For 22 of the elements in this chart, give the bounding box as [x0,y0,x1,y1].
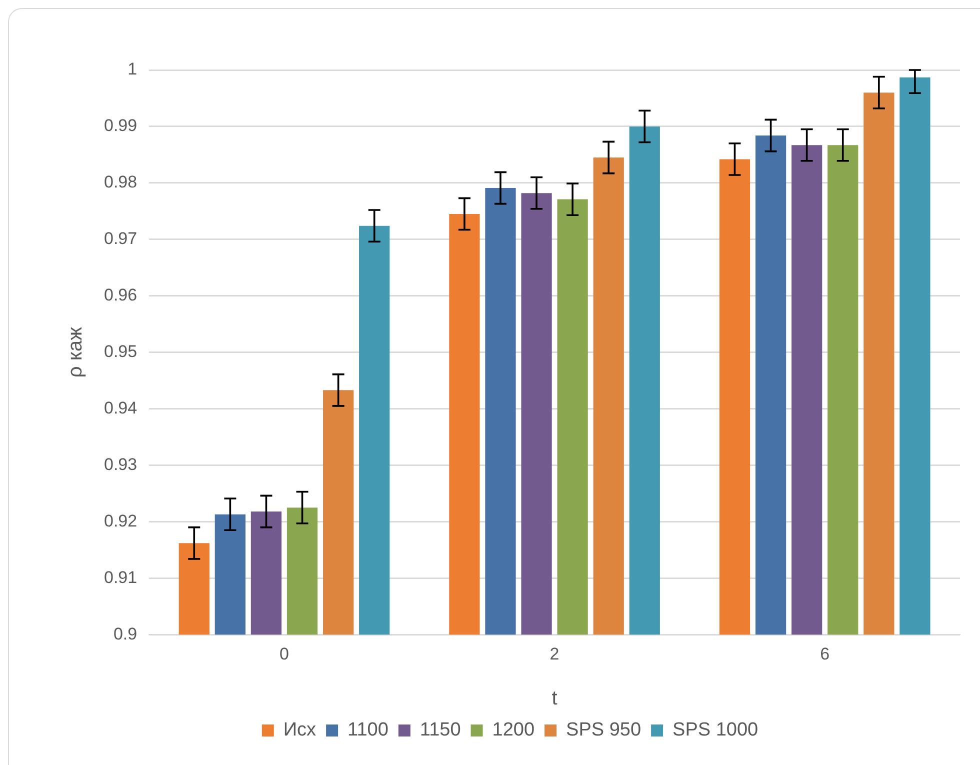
x-tick-label: 2 [550,644,560,664]
y-tick-label: 0.94 [104,398,138,418]
y-tick-label: 0.99 [104,116,138,136]
y-tick-label: 0.91 [104,568,138,587]
legend-label: 1100 [348,720,388,741]
x-axis-title: t [552,688,558,710]
y-tick-label: 0.92 [104,511,138,530]
legend-label: 1150 [420,720,461,741]
y-tick-label: 0.98 [104,172,138,192]
legend-label: SPS 950 [566,720,642,741]
x-tick-label: 0 [280,644,289,664]
y-tick-label: 0.97 [104,229,138,248]
legend-label: Исх [283,720,317,741]
y-tick-label: 0.93 [104,454,138,474]
y-tick-label: 1 [128,60,138,79]
y-tick-label: 0.96 [104,286,138,305]
legend-label: SPS 1000 [672,720,758,741]
y-tick-label: 0.95 [104,342,138,361]
x-tick-label: 6 [820,644,830,664]
legend-label: 1200 [492,720,535,741]
y-tick-label: 0.9 [113,624,138,644]
y-axis-title: ρ каж [64,326,87,378]
